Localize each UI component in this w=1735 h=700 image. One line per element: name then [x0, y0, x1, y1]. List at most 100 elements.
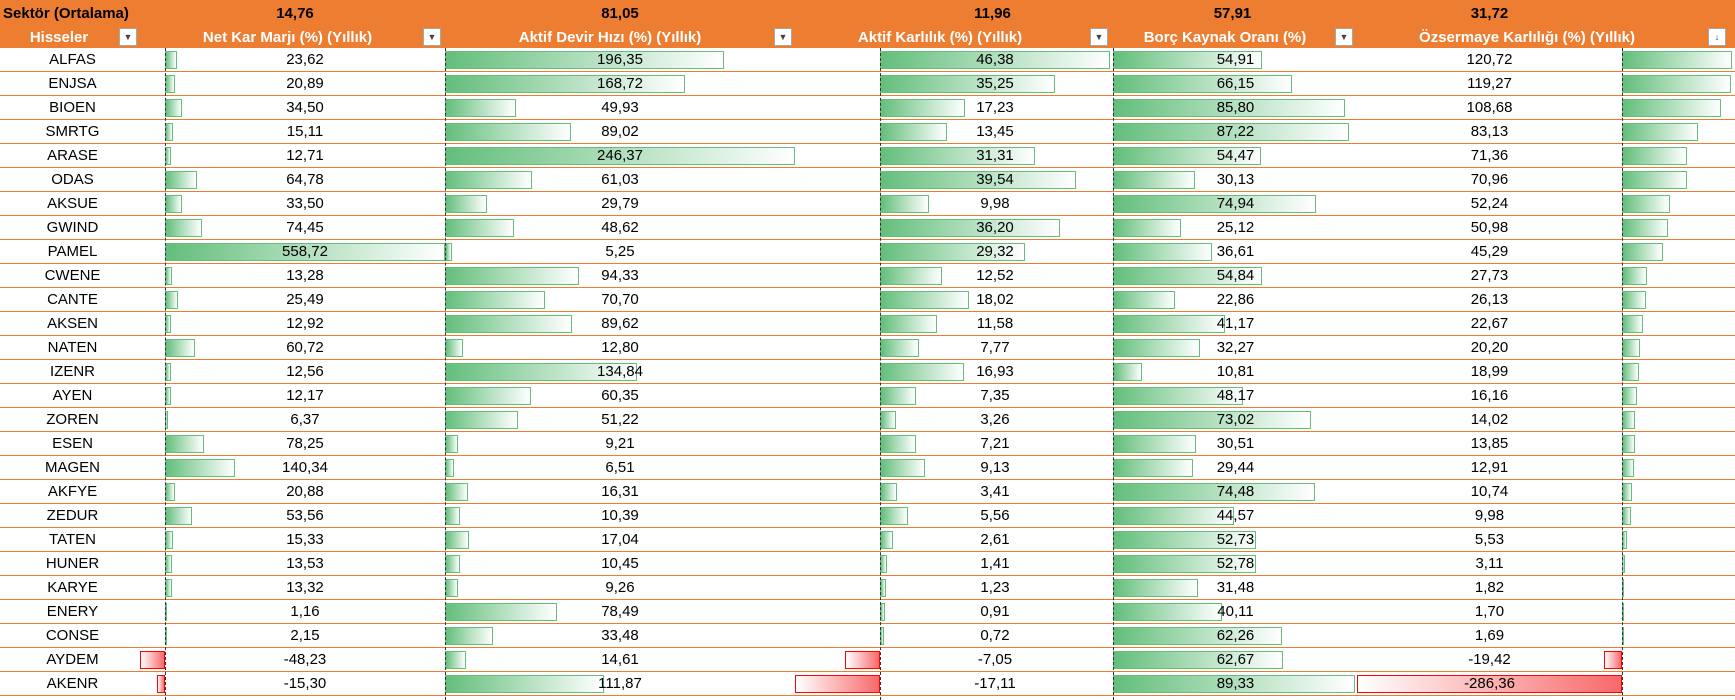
value-aktif-devir-hizi[interactable]: 29,79	[601, 195, 639, 212]
value-net-kar-marji[interactable]: 33,50	[286, 195, 324, 212]
value-borc-kaynak-orani[interactable]: 31,48	[1216, 579, 1255, 596]
value-aktif-devir-hizi[interactable]: 14,61	[601, 651, 639, 668]
value-aktif-devir-hizi[interactable]: 16,31	[601, 483, 639, 500]
value-borc-kaynak-orani[interactable]: 87,22	[1216, 123, 1255, 140]
ticker-cell[interactable]: ODAS	[51, 171, 94, 188]
value-ozsermaye-karliligi[interactable]: 120,72	[1466, 51, 1513, 68]
value-aktif-karlilik[interactable]: 2,61	[980, 531, 1010, 548]
value-aktif-karlilik[interactable]: -17,11	[974, 675, 1016, 692]
value-ozsermaye-karliligi[interactable]: 20,20	[1470, 339, 1509, 356]
value-aktif-devir-hizi[interactable]: 111,87	[598, 675, 642, 692]
value-aktif-karlilik[interactable]: 1,41	[980, 555, 1010, 572]
value-aktif-karlilik[interactable]: 7,21	[980, 435, 1010, 452]
sort-dropdown-ozsermaye[interactable]: ↓	[1708, 28, 1726, 46]
value-borc-kaynak-orani[interactable]: 54,91	[1216, 51, 1255, 68]
value-net-kar-marji[interactable]: 15,11	[286, 123, 324, 140]
value-ozsermaye-karliligi[interactable]: 83,13	[1470, 123, 1509, 140]
ticker-cell[interactable]: CONSE	[45, 627, 100, 644]
value-borc-kaynak-orani[interactable]: 30,13	[1216, 171, 1255, 188]
value-ozsermaye-karliligi[interactable]: 50,98	[1470, 219, 1509, 236]
value-aktif-devir-hizi[interactable]: 48,62	[601, 219, 639, 236]
value-aktif-karlilik[interactable]: 31,31	[976, 147, 1014, 164]
ticker-cell[interactable]: AKENR	[46, 675, 99, 692]
value-borc-kaynak-orani[interactable]: 89,33	[1216, 675, 1255, 692]
value-borc-kaynak-orani[interactable]: 44,57	[1216, 507, 1255, 524]
value-net-kar-marji[interactable]: 12,17	[286, 387, 324, 404]
value-borc-kaynak-orani[interactable]: 74,94	[1216, 195, 1255, 212]
value-net-kar-marji[interactable]: 13,53	[286, 555, 324, 572]
filter-dropdown-aktif-devir[interactable]: ▼	[774, 28, 792, 46]
value-aktif-karlilik[interactable]: 46,38	[976, 51, 1014, 68]
value-borc-kaynak-orani[interactable]: 10,81	[1216, 363, 1255, 380]
value-ozsermaye-karliligi[interactable]: 16,16	[1470, 387, 1509, 404]
value-net-kar-marji[interactable]: 23,62	[286, 51, 324, 68]
value-aktif-karlilik[interactable]: 3,41	[980, 483, 1010, 500]
ticker-cell[interactable]: GWIND	[46, 219, 99, 236]
value-aktif-karlilik[interactable]: 17,23	[976, 99, 1014, 116]
value-ozsermaye-karliligi[interactable]: 12,91	[1470, 459, 1509, 476]
value-net-kar-marji[interactable]: 2,15	[290, 627, 320, 644]
value-aktif-karlilik[interactable]: 12,52	[976, 267, 1014, 284]
value-net-kar-marji[interactable]: 20,89	[286, 75, 324, 92]
value-ozsermaye-karliligi[interactable]: 10,74	[1470, 483, 1509, 500]
value-ozsermaye-karliligi[interactable]: 14,02	[1470, 411, 1509, 428]
value-ozsermaye-karliligi[interactable]: 1,70	[1474, 603, 1505, 620]
ticker-cell[interactable]: PAMEL	[47, 243, 98, 260]
value-net-kar-marji[interactable]: 12,56	[286, 363, 324, 380]
value-aktif-karlilik[interactable]: 0,91	[980, 603, 1010, 620]
value-borc-kaynak-orani[interactable]: 40,11	[1217, 603, 1254, 620]
value-aktif-karlilik[interactable]: 5,56	[980, 507, 1010, 524]
value-ozsermaye-karliligi[interactable]: 119,27	[1467, 75, 1512, 92]
filter-dropdown-net-kar[interactable]: ▼	[423, 28, 441, 46]
value-borc-kaynak-orani[interactable]: 54,84	[1216, 267, 1255, 284]
value-borc-kaynak-orani[interactable]: 62,26	[1216, 627, 1255, 644]
value-aktif-karlilik[interactable]: 7,35	[980, 387, 1010, 404]
value-aktif-karlilik[interactable]: 35,25	[976, 75, 1014, 92]
value-borc-kaynak-orani[interactable]: 74,48	[1216, 483, 1255, 500]
value-aktif-devir-hizi[interactable]: 168,72	[597, 75, 643, 92]
value-aktif-karlilik[interactable]: 16,93	[976, 363, 1014, 380]
value-aktif-karlilik[interactable]: 1,23	[980, 579, 1010, 596]
ticker-cell[interactable]: ENJSA	[48, 75, 97, 92]
value-aktif-karlilik[interactable]: 3,26	[980, 411, 1010, 428]
value-ozsermaye-karliligi[interactable]: 9,98	[1474, 507, 1505, 524]
value-ozsermaye-karliligi[interactable]: 13,85	[1470, 435, 1509, 452]
value-aktif-karlilik[interactable]: 29,32	[976, 243, 1014, 260]
ticker-cell[interactable]: IZENR	[50, 363, 95, 380]
value-aktif-karlilik[interactable]: 9,13	[980, 459, 1010, 476]
ticker-cell[interactable]: AYEN	[52, 387, 93, 404]
value-net-kar-marji[interactable]: 64,78	[286, 171, 324, 188]
value-aktif-devir-hizi[interactable]: 89,02	[601, 123, 639, 140]
value-ozsermaye-karliligi[interactable]: 71,36	[1470, 147, 1509, 164]
ticker-cell[interactable]: ZEDUR	[46, 507, 99, 524]
value-aktif-devir-hizi[interactable]: 70,70	[601, 291, 639, 308]
value-aktif-karlilik[interactable]: 9,98	[980, 195, 1010, 212]
value-net-kar-marji[interactable]: 1,16	[290, 603, 320, 620]
ticker-cell[interactable]: ALFAS	[49, 51, 96, 68]
value-aktif-devir-hizi[interactable]: 49,93	[601, 99, 639, 116]
value-borc-kaynak-orani[interactable]: 41,17	[1216, 315, 1255, 332]
value-aktif-devir-hizi[interactable]: 51,22	[601, 411, 639, 428]
value-ozsermaye-karliligi[interactable]: 70,96	[1470, 171, 1509, 188]
value-ozsermaye-karliligi[interactable]: 3,11	[1475, 555, 1504, 572]
ticker-cell[interactable]: SMRTG	[45, 123, 100, 140]
value-aktif-devir-hizi[interactable]: 60,35	[601, 387, 639, 404]
value-net-kar-marji[interactable]: -48,23	[283, 651, 327, 668]
value-aktif-karlilik[interactable]: 18,02	[976, 291, 1014, 308]
value-ozsermaye-karliligi[interactable]: -19,42	[1468, 651, 1511, 668]
value-borc-kaynak-orani[interactable]: 66,15	[1216, 75, 1255, 92]
ticker-cell[interactable]: ARASE	[47, 147, 98, 164]
value-aktif-devir-hizi[interactable]: 61,03	[601, 171, 639, 188]
value-net-kar-marji[interactable]: 140,34	[282, 459, 328, 476]
value-net-kar-marji[interactable]: 60,72	[286, 339, 324, 356]
value-net-kar-marji[interactable]: 78,25	[286, 435, 324, 452]
ticker-cell[interactable]: ESEN	[52, 435, 93, 452]
value-aktif-devir-hizi[interactable]: 9,21	[605, 435, 635, 452]
value-ozsermaye-karliligi[interactable]: 108,68	[1466, 99, 1513, 116]
value-net-kar-marji[interactable]: 25,49	[286, 291, 324, 308]
value-aktif-karlilik[interactable]: 0,72	[980, 627, 1010, 644]
value-aktif-devir-hizi[interactable]: 6,51	[605, 459, 635, 476]
value-aktif-devir-hizi[interactable]: 12,80	[601, 339, 639, 356]
value-net-kar-marji[interactable]: 34,50	[286, 99, 324, 116]
ticker-cell[interactable]: KARYE	[47, 579, 98, 596]
